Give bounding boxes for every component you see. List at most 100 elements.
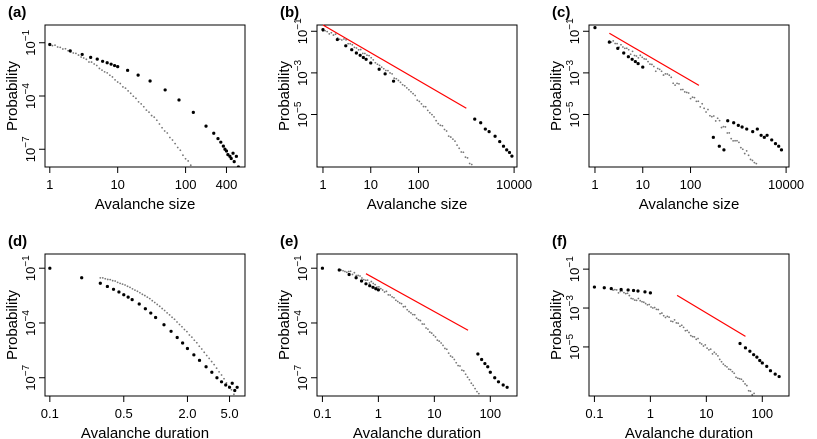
data-point — [510, 154, 514, 158]
data-point — [609, 286, 613, 291]
data-point — [439, 124, 442, 127]
data-point — [368, 54, 370, 57]
data-point — [410, 312, 412, 314]
data-point — [422, 105, 425, 108]
data-point — [366, 279, 369, 281]
data-point — [361, 52, 364, 55]
data-point — [137, 100, 140, 103]
data-point — [630, 297, 633, 300]
data-point — [744, 383, 746, 385]
data-point — [637, 297, 640, 300]
data-point — [101, 276, 104, 279]
x-tick-label: 1 — [591, 177, 598, 192]
data-point — [651, 307, 654, 309]
x-tick-label: 100 — [175, 177, 197, 192]
data-point — [717, 355, 719, 357]
plot-frame — [44, 24, 246, 168]
data-point — [68, 49, 72, 53]
data-point — [171, 139, 174, 141]
data-point — [175, 335, 179, 340]
data-point — [395, 77, 398, 80]
data-point — [592, 285, 597, 289]
data-point — [48, 266, 52, 270]
data-point — [734, 139, 736, 142]
data-point — [364, 57, 368, 61]
data-point — [168, 136, 171, 139]
data-point — [680, 88, 682, 91]
data-point — [626, 288, 630, 292]
data-point — [359, 279, 364, 283]
data-point — [715, 353, 718, 355]
data-point — [404, 305, 407, 308]
data-point — [438, 340, 441, 343]
data-point — [673, 318, 676, 321]
data-point — [105, 284, 109, 289]
data-point — [140, 103, 143, 105]
data-point — [677, 322, 680, 325]
data-point — [697, 100, 700, 103]
y-tick-base: 10 — [567, 268, 582, 282]
data-point — [726, 365, 728, 368]
y-tick-label: 10−1 — [293, 18, 310, 44]
data-point — [724, 364, 727, 367]
data-point — [631, 50, 634, 53]
data-point — [391, 72, 394, 75]
data-point — [168, 313, 171, 316]
data-points — [593, 25, 784, 165]
data-point — [704, 343, 707, 346]
data-point — [657, 308, 660, 311]
fit-line — [676, 294, 746, 337]
data-point — [612, 289, 614, 292]
x-tick-label: 10 — [636, 177, 650, 192]
x-axis-title: Avalanche duration — [625, 425, 753, 439]
data-point — [402, 305, 405, 308]
data-point — [171, 316, 173, 319]
data-point — [221, 144, 225, 148]
data-point — [387, 69, 389, 72]
data-point — [408, 310, 410, 313]
data-point — [593, 25, 597, 30]
data-point — [184, 157, 187, 160]
y-tick-base: 10 — [295, 321, 310, 335]
data-point — [466, 157, 469, 159]
data-point — [136, 73, 140, 77]
data-point — [166, 132, 169, 134]
data-point — [406, 308, 409, 311]
data-point — [445, 348, 448, 351]
data-point — [136, 290, 139, 293]
data-point — [428, 331, 431, 333]
data-point — [383, 291, 386, 293]
data-point — [758, 358, 762, 363]
data-point — [653, 306, 656, 309]
data-point — [770, 138, 774, 142]
data-point — [483, 361, 487, 366]
data-point — [384, 69, 387, 72]
data-point — [347, 42, 350, 45]
data-point — [679, 325, 681, 328]
data-point — [674, 84, 677, 86]
data-point — [760, 361, 764, 365]
data-point — [765, 133, 769, 137]
x-tick-label: 100 — [680, 177, 702, 192]
data-point — [749, 390, 752, 393]
panel-label: (c) — [552, 4, 570, 21]
data-point — [363, 52, 366, 55]
data-point — [637, 56, 640, 59]
data-point — [459, 365, 461, 367]
data-point — [161, 307, 164, 310]
data-point — [330, 31, 333, 34]
data-point — [131, 288, 134, 290]
data-point — [664, 316, 667, 319]
data-point — [626, 55, 630, 59]
x-tick-label: 2.0 — [178, 406, 196, 421]
data-point — [347, 272, 351, 277]
fit-line — [322, 24, 467, 109]
data-point — [707, 349, 710, 351]
x-tick-label: 400 — [216, 177, 238, 192]
data-point — [668, 74, 671, 77]
data-point — [457, 364, 460, 367]
data-point — [755, 127, 759, 131]
